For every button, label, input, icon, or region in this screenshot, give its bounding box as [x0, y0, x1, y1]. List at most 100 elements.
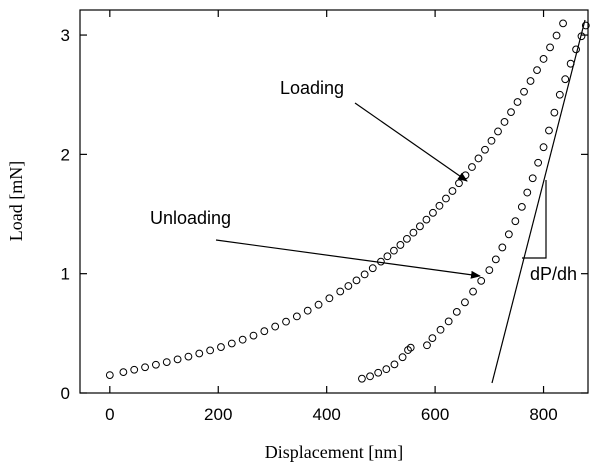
data-point [534, 158, 543, 167]
data-point [572, 45, 580, 54]
data-point [238, 335, 247, 344]
data-point [545, 126, 553, 135]
data-point [444, 317, 453, 326]
data-point [184, 352, 193, 361]
data-point [303, 306, 312, 315]
data-point [517, 202, 526, 211]
data-point [423, 341, 431, 350]
data-point [314, 300, 323, 309]
data-point [416, 222, 424, 231]
data-point [344, 282, 353, 290]
data-point [561, 75, 570, 84]
data-point [173, 355, 182, 364]
data-point [195, 349, 204, 358]
data-point [406, 343, 415, 352]
data-point [498, 243, 507, 252]
data-point [577, 32, 586, 41]
data-point [217, 343, 225, 351]
data-point [550, 108, 559, 117]
annotation: Loading [280, 78, 344, 98]
data-point [494, 127, 502, 136]
data-point [368, 264, 377, 273]
data-point [526, 77, 535, 85]
data-point [442, 194, 450, 203]
data-point [533, 66, 541, 75]
data-point [559, 19, 567, 28]
data-point [474, 154, 483, 163]
data-point [398, 353, 407, 362]
data-point [360, 270, 369, 279]
slope-triangle [522, 180, 547, 259]
data-point [366, 372, 374, 381]
data-point [461, 298, 469, 307]
data-point [436, 325, 445, 334]
data-point [376, 257, 385, 266]
data-point [448, 187, 457, 195]
data-point [336, 287, 345, 296]
y-tick-label: 0 [61, 384, 70, 403]
data-point [581, 21, 590, 30]
data-point [271, 322, 280, 331]
data-point [130, 365, 139, 374]
plot-frame [79, 9, 589, 394]
annotation: Unloading [150, 208, 231, 228]
data-point [539, 143, 548, 152]
data-point [403, 234, 411, 243]
data-point [260, 327, 269, 336]
x-tick-label: 400 [312, 405, 340, 424]
data-point [507, 108, 515, 117]
tangent-line [491, 19, 586, 384]
y-axis-label: Load [mN] [6, 161, 26, 241]
data-point [390, 360, 399, 369]
data-point [511, 217, 520, 226]
data-point [435, 201, 444, 210]
data-point [566, 59, 575, 68]
data-point [162, 358, 171, 366]
x-tick-label: 200 [204, 405, 232, 424]
data-point [461, 171, 470, 180]
x-tick-label: 800 [529, 405, 557, 424]
annotation: dP/dh [530, 264, 577, 284]
data-point [119, 368, 128, 377]
data-point [455, 179, 463, 188]
data-point [546, 43, 554, 52]
data-point [227, 339, 236, 348]
data-point [528, 174, 537, 183]
data-point [485, 266, 494, 275]
unloading-arrow [215, 239, 481, 279]
data-point [358, 374, 366, 383]
data-point [382, 365, 391, 374]
data-point [428, 334, 437, 343]
data-point [390, 246, 398, 255]
data-point [383, 252, 392, 261]
data-point [422, 215, 431, 224]
data-point [500, 118, 509, 126]
data-point [374, 368, 383, 377]
data-point [539, 55, 548, 63]
data-point [481, 145, 489, 154]
x-tick-label: 600 [421, 405, 449, 424]
data-point [141, 363, 149, 372]
data-point [468, 163, 476, 171]
data-point [325, 294, 334, 303]
data-point [504, 230, 513, 239]
data-point [491, 255, 500, 264]
x-tick-label: 0 [105, 405, 114, 424]
data-point [292, 312, 301, 321]
loading-arrow [354, 102, 468, 182]
y-tick-label: 3 [61, 26, 70, 45]
data-point [555, 90, 564, 99]
data-point [409, 228, 418, 237]
data-point [487, 136, 496, 145]
data-point [352, 276, 361, 285]
data-point [282, 317, 290, 326]
data-point [469, 287, 477, 296]
data-point [452, 307, 461, 316]
x-axis-label: Displacement [nm] [265, 442, 403, 462]
y-tick-label: 1 [61, 265, 70, 284]
data-point [552, 31, 561, 40]
data-point [396, 241, 405, 249]
data-point [520, 87, 528, 96]
data-point [206, 346, 215, 355]
